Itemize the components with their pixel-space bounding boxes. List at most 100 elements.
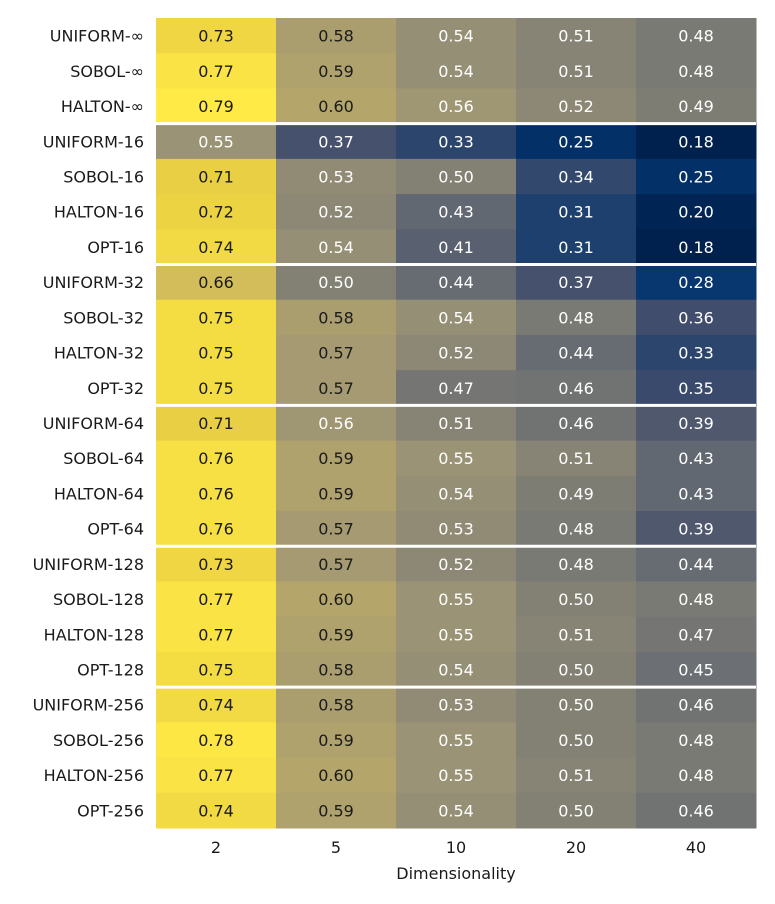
row-label: UNIFORM-128 — [33, 555, 144, 574]
cell-value-label: 0.60 — [318, 766, 354, 785]
row-label: OPT-64 — [87, 520, 144, 539]
heatmap-cell — [636, 616, 757, 653]
cell-value-label: 0.50 — [558, 801, 594, 820]
heatmap-cell — [396, 264, 517, 301]
heatmap-cell — [636, 792, 757, 829]
cell-value-label: 0.46 — [558, 379, 594, 398]
heatmap-cell — [396, 123, 517, 160]
cell-value-label: 0.53 — [438, 696, 474, 715]
heatmap-cell — [636, 722, 757, 759]
heatmap-cell — [276, 687, 397, 723]
cell-value-label: 0.36 — [678, 308, 714, 327]
row-label: UNIFORM-256 — [33, 696, 144, 715]
cell-value-label: 0.39 — [678, 520, 714, 539]
cell-value-label: 0.59 — [318, 449, 354, 468]
cell-value-label: 0.44 — [558, 344, 594, 363]
heatmap-cell — [276, 229, 397, 266]
heatmap-cell — [276, 88, 397, 125]
heatmap-cell — [156, 475, 277, 512]
heatmap-cell — [636, 370, 757, 406]
heatmap-cell — [516, 757, 637, 794]
cell-value-label: 0.43 — [438, 203, 474, 222]
heatmap-cell — [156, 194, 277, 230]
cell-value-label: 0.59 — [318, 625, 354, 644]
cell-value-label: 0.59 — [318, 801, 354, 820]
cell-value-label: 0.77 — [198, 766, 234, 785]
cell-value-label: 0.58 — [318, 308, 354, 327]
cell-value-label: 0.31 — [558, 238, 594, 257]
cell-value-label: 0.58 — [318, 661, 354, 680]
cell-value-label: 0.76 — [198, 449, 234, 468]
heatmap-cell — [156, 405, 277, 442]
cell-value-label: 0.55 — [438, 625, 474, 644]
heatmap-cell — [276, 722, 397, 759]
cell-value-label: 0.48 — [678, 590, 714, 609]
cell-value-label: 0.56 — [318, 414, 354, 433]
x-tick-label: 10 — [446, 838, 466, 857]
cell-value-label: 0.50 — [558, 696, 594, 715]
heatmap-cell — [156, 511, 277, 547]
heatmap-cell — [276, 546, 397, 582]
cell-value-label: 0.37 — [558, 273, 594, 292]
heatmap-cell — [396, 405, 517, 442]
row-label: OPT-256 — [77, 801, 144, 820]
heatmap-cell — [396, 18, 517, 54]
heatmap-cell — [636, 687, 757, 723]
heatmap-cell — [276, 194, 397, 230]
heatmap-cell — [396, 53, 517, 89]
heatmap-cell — [156, 53, 277, 89]
cell-value-label: 0.57 — [318, 520, 354, 539]
cell-value-label: 0.55 — [438, 766, 474, 785]
heatmap-cell — [636, 334, 757, 371]
row-labels: UNIFORM-∞ SOBOL-∞ HALTON-∞ UNIFORM-16 SOBOL-… — [33, 27, 144, 821]
cell-value-label: 0.48 — [678, 731, 714, 750]
heatmap-cell — [156, 18, 277, 54]
heatmap-cell — [396, 229, 517, 266]
cell-value-label: 0.51 — [438, 414, 474, 433]
heatmap-cell — [636, 440, 757, 477]
cell-value-label: 0.53 — [438, 520, 474, 539]
heatmap-cell — [516, 687, 637, 723]
heatmap-cell — [276, 405, 397, 442]
cell-value-label: 0.46 — [678, 801, 714, 820]
heatmap-cell — [636, 511, 757, 547]
heatmap-cell — [156, 722, 277, 759]
heatmap-cell — [516, 334, 637, 371]
heatmap-cell — [636, 475, 757, 512]
heatmap-cell — [516, 651, 637, 688]
cell-value-label: 0.74 — [198, 696, 234, 715]
cell-value-label: 0.50 — [318, 273, 354, 292]
row-label: HALTON-32 — [54, 344, 144, 363]
cell-value-label: 0.35 — [678, 379, 714, 398]
cell-value-label: 0.58 — [318, 27, 354, 46]
cell-value-label: 0.46 — [678, 696, 714, 715]
cell-value-label: 0.52 — [438, 555, 474, 574]
cell-value-label: 0.74 — [198, 238, 234, 257]
row-label: HALTON-64 — [54, 484, 144, 503]
heatmap-cell — [636, 88, 757, 125]
heatmap-cell — [636, 194, 757, 230]
heatmap-cell — [156, 757, 277, 794]
heatmap-cell — [396, 370, 517, 406]
cell-value-label: 0.51 — [558, 625, 594, 644]
cell-value-label: 0.33 — [678, 344, 714, 363]
cell-value-label: 0.25 — [678, 167, 714, 186]
heatmap-cell — [636, 651, 757, 688]
heatmap-cell — [156, 299, 277, 336]
cell-value-label: 0.50 — [558, 731, 594, 750]
cell-value-label: 0.54 — [438, 308, 474, 327]
cell-value-label: 0.25 — [558, 132, 594, 151]
heatmap-cell — [636, 53, 757, 89]
heatmap-cell — [516, 18, 637, 54]
cell-value-label: 0.54 — [438, 661, 474, 680]
cell-value-label: 0.72 — [198, 203, 234, 222]
cell-value-label: 0.48 — [558, 308, 594, 327]
row-label: HALTON-∞ — [61, 97, 144, 116]
cell-value-label: 0.49 — [558, 484, 594, 503]
cell-value-label: 0.54 — [318, 238, 354, 257]
heatmap-cell — [156, 440, 277, 477]
heatmap-cell — [636, 229, 757, 266]
row-label: SOBOL-128 — [53, 590, 144, 609]
x-tick-label: 2 — [211, 838, 221, 857]
